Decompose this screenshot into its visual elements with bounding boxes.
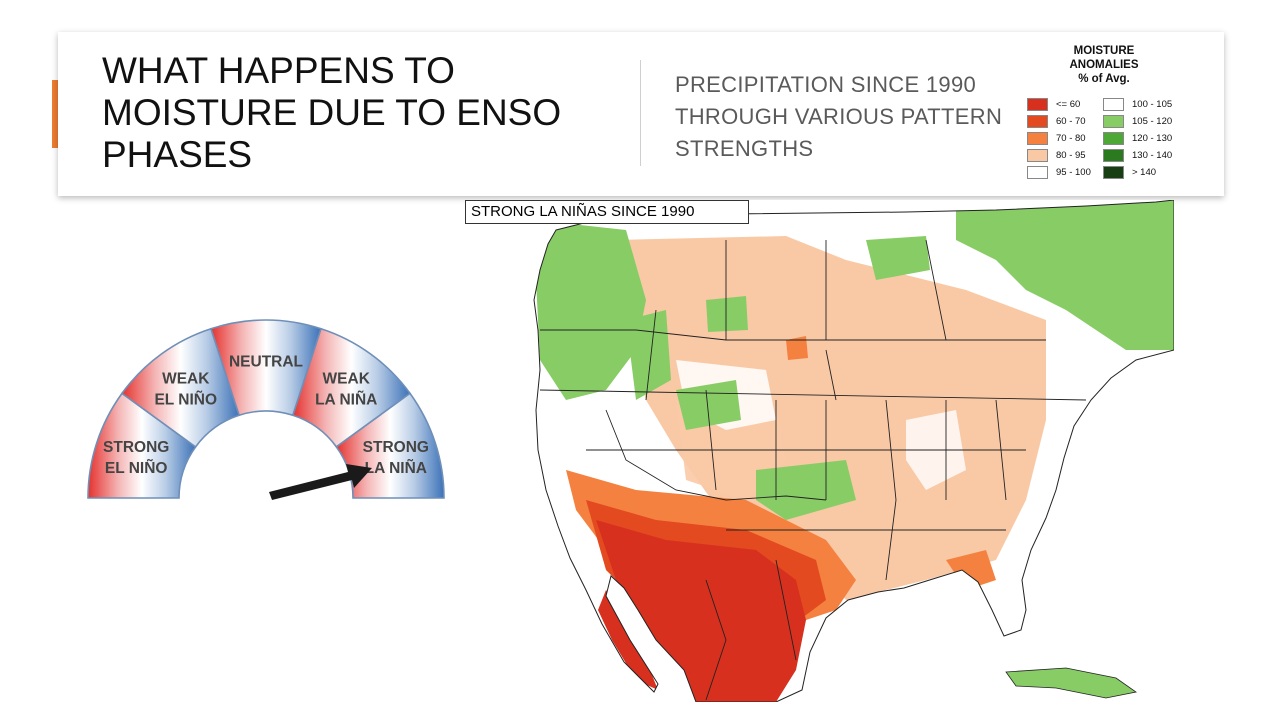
legend-swatch [1027, 115, 1048, 128]
gauge-segment-label: STRONG EL NIÑO [103, 439, 169, 477]
legend-swatch [1027, 166, 1048, 179]
gauge-segment-label: WEAK LA NIÑA [315, 371, 377, 409]
legend-swatch [1103, 115, 1124, 128]
legend-title-line2: ANOMALIES [1069, 59, 1139, 71]
legend-swatch [1103, 166, 1124, 179]
legend-label: 60 - 70 [1056, 116, 1086, 127]
legend-swatch [1103, 149, 1124, 162]
moisture-legend: MOISTURE ANOMALIES % of Avg. <= 60 60 - 7… [1022, 42, 1222, 192]
header-divider [640, 60, 641, 166]
legend-label: 95 - 100 [1056, 167, 1091, 178]
slide-title: WHAT HAPPENS TO MOISTURE DUE TO ENSO PHA… [102, 50, 562, 175]
gauge-segments [87, 319, 445, 499]
gauge-pointer-arrow-icon [269, 464, 372, 500]
legend-label: 100 - 105 [1132, 99, 1173, 110]
map-label: STRONG LA NIÑAS SINCE 1990 [465, 200, 749, 224]
legend-title: MOISTURE ANOMALIES % of Avg. [1022, 44, 1186, 86]
legend-label: > 140 [1132, 167, 1157, 178]
slide-subtitle: PRECIPITATION SINCE 1990 THROUGH VARIOUS… [675, 72, 1003, 161]
legend-label: 130 - 140 [1132, 150, 1173, 161]
header-card: WHAT HAPPENS TO MOISTURE DUE TO ENSO PHA… [58, 32, 1224, 196]
gauge-segment-label: STRONG LA NIÑA [363, 439, 429, 477]
legend-label: 80 - 95 [1056, 150, 1086, 161]
legend-title-line3: % of Avg. [1078, 73, 1130, 85]
legend-label: <= 60 [1056, 99, 1081, 110]
gauge-segment-label: NEUTRAL [229, 354, 303, 371]
legend-title-line1: MOISTURE [1073, 45, 1135, 57]
north-america-precip-map [526, 200, 1174, 702]
legend-label: 105 - 120 [1132, 116, 1173, 127]
gauge-labels: STRONG EL NIÑO WEAK EL NIÑO NEUTRAL WEAK LA NI… [103, 354, 429, 477]
legend-label: 120 - 130 [1132, 133, 1173, 144]
legend-swatch [1027, 98, 1048, 111]
gauge-segment-label: WEAK EL NIÑO [154, 371, 217, 409]
legend-swatch [1103, 132, 1124, 145]
enso-gauge: STRONG EL NIÑO WEAK EL NIÑO NEUTRAL WEAK LA NI… [87, 319, 445, 500]
legend-label: 70 - 80 [1056, 133, 1086, 144]
legend-swatch [1027, 132, 1048, 145]
legend-swatch [1103, 98, 1124, 111]
legend-swatch [1027, 149, 1048, 162]
